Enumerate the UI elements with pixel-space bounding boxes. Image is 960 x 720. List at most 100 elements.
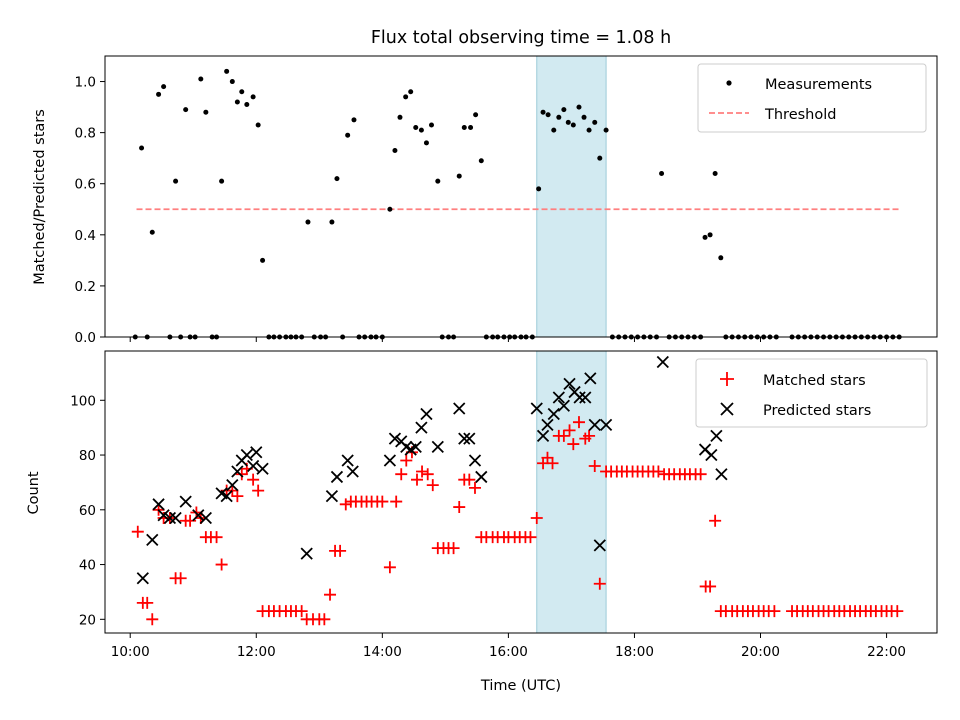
- measurement-point: [255, 122, 261, 128]
- measurement-point: [545, 112, 551, 118]
- measurement-point: [707, 232, 713, 238]
- measurement-point: [435, 178, 441, 184]
- measurement-point: [561, 107, 567, 113]
- matched-star-point: [295, 605, 308, 618]
- legend-measurements-label: Measurements: [765, 77, 872, 93]
- matched-star-point: [567, 438, 580, 451]
- measurement-point: [702, 234, 708, 240]
- matched-star-point: [146, 613, 159, 626]
- predicted-star-point: [383, 454, 397, 467]
- predicted-star-point: [715, 468, 728, 481]
- matched-star-point: [541, 451, 554, 464]
- top-legend: Measurements Threshold: [697, 63, 927, 133]
- matched-star-point: [694, 468, 707, 481]
- predicted-star-point: [547, 407, 560, 421]
- measurement-point: [536, 186, 542, 192]
- matched-star-point: [468, 481, 481, 494]
- x-tick-label: 22:00: [867, 644, 906, 660]
- legend-predicted-label: Predicted stars: [763, 403, 871, 419]
- bottom-y-ticks: 20 40 60 80 100: [70, 393, 105, 628]
- measurement-point: [392, 148, 398, 154]
- matched-star-point: [652, 465, 665, 478]
- predicted-star-point: [220, 489, 233, 503]
- matched-star-point: [768, 605, 781, 618]
- measurement-point: [718, 255, 724, 261]
- predicted-star-point: [705, 448, 718, 462]
- matched-star-point: [324, 588, 337, 601]
- top-chart-title: Flux total observing time = 1.08 h: [371, 28, 671, 48]
- matched-star-point: [588, 459, 601, 472]
- matched-star-point: [141, 596, 154, 609]
- measurement-point: [551, 127, 557, 133]
- matched-star-point: [226, 484, 239, 497]
- matched-star-point: [390, 495, 403, 508]
- matched-star-point: [524, 531, 537, 544]
- measurement-point: [597, 155, 603, 161]
- predicted-star-point: [231, 465, 244, 478]
- matched-star-point: [709, 514, 722, 527]
- measurement-point: [139, 145, 145, 151]
- measurement-point: [334, 176, 340, 182]
- measurement-point: [234, 99, 240, 105]
- measurement-point: [659, 171, 665, 177]
- matched-star-point: [174, 572, 187, 585]
- matched-star-point: [416, 465, 429, 478]
- y-tick-label: 0.4: [75, 228, 96, 244]
- measurement-point: [198, 76, 204, 82]
- predicted-star-point: [256, 462, 269, 475]
- predicted-star-point: [330, 470, 344, 484]
- legend-matched-marker: [720, 372, 734, 386]
- predicted-star-point: [152, 498, 165, 511]
- measurement-point: [408, 89, 414, 95]
- predicted-star-point: [325, 489, 339, 503]
- matched-star-point: [376, 495, 389, 508]
- predicted-star-point: [163, 511, 177, 525]
- legend-matched-label: Matched stars: [763, 373, 866, 389]
- x-tick-label: 10:00: [111, 644, 150, 660]
- predicted-star-point: [453, 402, 466, 415]
- predicted-star-point: [563, 377, 576, 390]
- matched-star-point: [453, 501, 466, 514]
- y-tick-label: 0.0: [75, 330, 96, 346]
- predicted-star-point: [431, 440, 444, 453]
- predicted-star-point: [420, 407, 433, 421]
- measurement-point: [556, 114, 562, 120]
- predicted-star-point: [341, 454, 354, 467]
- measurement-point: [403, 94, 409, 100]
- matched-star-point: [215, 558, 228, 571]
- measurement-point: [576, 104, 582, 110]
- measurement-point: [461, 125, 467, 131]
- x-tick-label: 18:00: [615, 644, 654, 660]
- predicted-star-point: [199, 511, 212, 525]
- top-y-axis-label: Matched/Predicted stars: [32, 109, 48, 285]
- matched-star-point: [210, 531, 223, 544]
- matched-star-point: [383, 561, 396, 574]
- predicted-star-point: [409, 440, 422, 453]
- matched-star-point: [318, 613, 331, 626]
- matched-star-point: [891, 605, 904, 618]
- predicted-star-point: [250, 446, 263, 459]
- measurement-point: [592, 119, 598, 125]
- y-tick-label: 80: [79, 448, 96, 464]
- x-tick-label: 12:00: [237, 644, 276, 660]
- x-tick-label: 16:00: [489, 644, 528, 660]
- predicted-star-point: [346, 465, 359, 478]
- predicted-star-point: [536, 429, 550, 443]
- y-tick-label: 0.6: [75, 177, 96, 193]
- measurement-point: [161, 84, 167, 90]
- top-x-ticks: [129, 337, 888, 342]
- legend-measurements-marker: [726, 80, 732, 86]
- predicted-star-point: [656, 355, 669, 369]
- measurement-point: [173, 178, 179, 184]
- bottom-x-ticks: 10:00 12:00 14:00 16:00 18:00 20:00 22:00: [111, 633, 906, 660]
- measurement-point: [478, 158, 484, 164]
- measurement-point: [203, 109, 209, 115]
- bottom-y-axis-label: Count: [26, 471, 42, 514]
- y-tick-label: 40: [79, 558, 96, 574]
- matched-star-point: [235, 468, 248, 481]
- predicted-star-point: [557, 399, 570, 412]
- predicted-star-point: [584, 372, 597, 385]
- legend-threshold-label: Threshold: [764, 107, 836, 123]
- matched-star-point: [572, 416, 585, 429]
